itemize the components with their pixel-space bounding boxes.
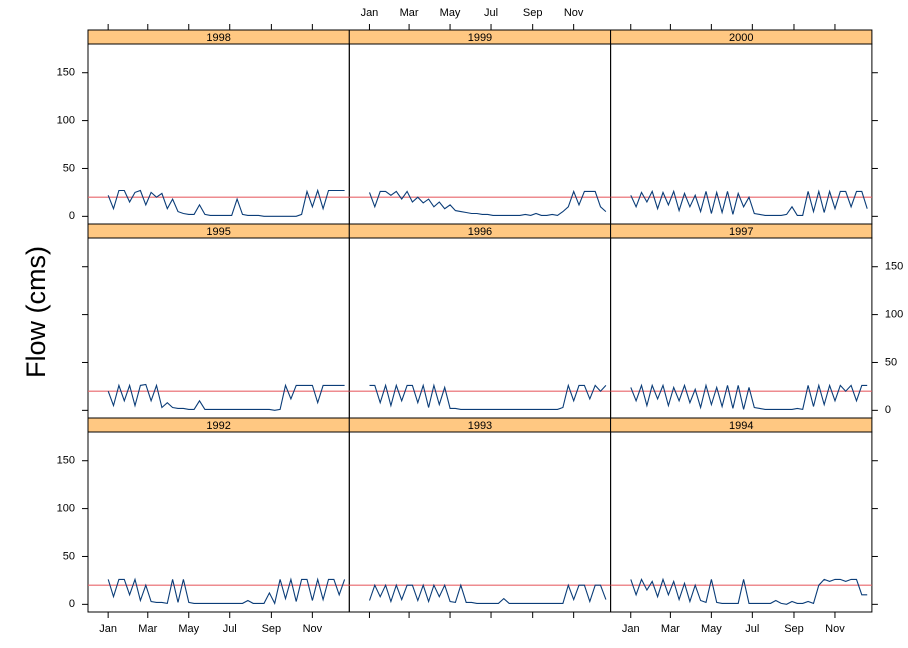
flow-line: [630, 189, 868, 216]
flow-line: [107, 383, 345, 411]
x-tick-label: Sep: [262, 623, 282, 635]
strip-title: 1994: [729, 420, 753, 432]
strip-title: 1999: [468, 32, 492, 44]
y-tick-label: 100: [57, 115, 75, 127]
y-tick-label: 0: [69, 598, 75, 610]
y-tick-label: 50: [63, 550, 75, 562]
flow-line: [630, 383, 868, 411]
x-tick-label: May: [440, 7, 461, 19]
x-tick-label: Mar: [400, 7, 419, 19]
x-tick-label: Sep: [784, 623, 804, 635]
y-tick-label: 150: [885, 261, 903, 273]
strip-title: 1992: [206, 420, 230, 432]
y-tick-label: 100: [885, 309, 903, 321]
x-tick-label: Sep: [523, 7, 543, 19]
x-tick-label: Jul: [745, 623, 759, 635]
x-tick-label: May: [178, 623, 199, 635]
y-tick-label: 50: [885, 356, 897, 368]
y-axis-label: Flow (cms): [21, 246, 51, 378]
y-tick-label: 150: [57, 455, 75, 467]
flow-line: [630, 577, 868, 605]
x-tick-label: Jul: [223, 623, 237, 635]
x-tick-label: May: [701, 623, 722, 635]
y-tick-label: 0: [69, 210, 75, 222]
flow-line: [368, 583, 607, 604]
x-tick-label: Nov: [564, 7, 584, 19]
strip-title: 1995: [206, 226, 230, 238]
x-tick-label: Jan: [361, 7, 379, 19]
x-tick-label: Mar: [138, 623, 157, 635]
strip-title: 1996: [468, 226, 492, 238]
panel: [610, 431, 873, 613]
strip-title: 2000: [729, 32, 753, 44]
x-tick-label: Jan: [99, 623, 117, 635]
x-tick-label: Mar: [661, 623, 680, 635]
y-tick-label: 150: [57, 67, 75, 79]
flow-line: [107, 577, 346, 606]
flow-line: [107, 188, 345, 217]
x-tick-label: Jan: [622, 623, 640, 635]
strip-title: 1997: [729, 226, 753, 238]
flow-line: [369, 383, 607, 410]
flow-line: [368, 189, 607, 216]
strip-title: 1993: [468, 420, 492, 432]
y-tick-label: 100: [57, 503, 75, 515]
x-tick-label: Jul: [484, 7, 498, 19]
y-tick-label: 50: [63, 162, 75, 174]
y-tick-label: 0: [885, 404, 891, 416]
x-tick-label: Nov: [825, 623, 845, 635]
x-tick-label: Nov: [303, 623, 323, 635]
strip-title: 1998: [206, 32, 230, 44]
